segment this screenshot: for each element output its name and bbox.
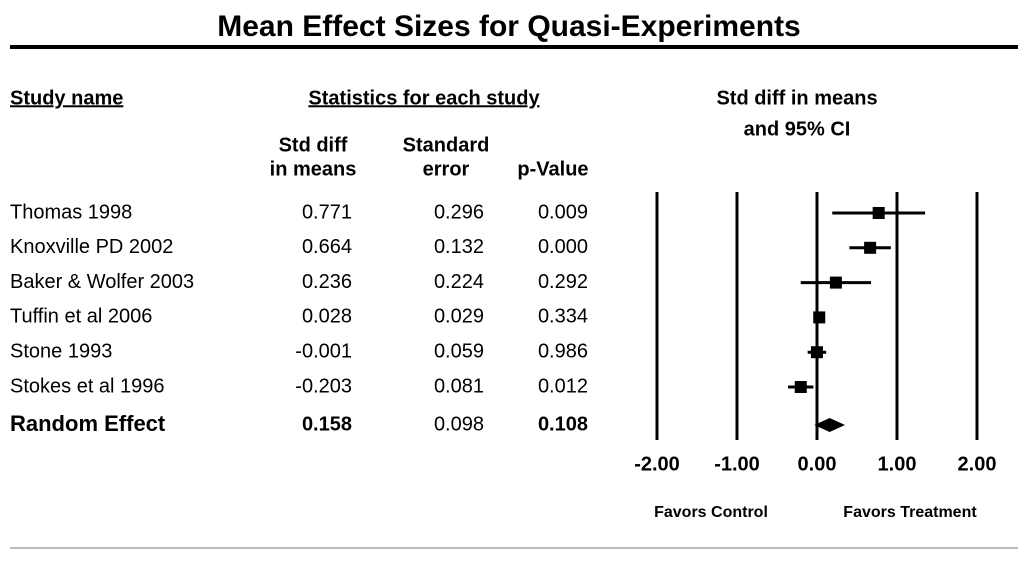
std-diff: -0.203 bbox=[295, 375, 352, 397]
std-diff: 0.236 bbox=[302, 271, 352, 293]
effect-marker bbox=[813, 311, 826, 324]
std-error: 0.029 bbox=[434, 306, 484, 328]
p-value: 0.009 bbox=[538, 201, 588, 223]
plot-header: and 95% CI bbox=[744, 118, 851, 140]
study-name: Stone 1993 bbox=[10, 340, 112, 362]
std-error: 0.132 bbox=[434, 236, 484, 258]
p-value: 0.986 bbox=[538, 340, 588, 362]
std-diff: 0.664 bbox=[302, 236, 352, 258]
name-header: Study name bbox=[10, 87, 123, 109]
effect-marker bbox=[829, 276, 842, 289]
study-name: Random Effect bbox=[10, 411, 166, 436]
effect-marker bbox=[794, 381, 807, 393]
std-error: 0.296 bbox=[434, 201, 484, 223]
x-tick-label: 1.00 bbox=[878, 453, 917, 475]
column-header: Std diff bbox=[279, 134, 348, 156]
x-tick-label: -2.00 bbox=[634, 453, 680, 475]
study-name: Thomas 1998 bbox=[10, 201, 132, 223]
std-diff: 0.028 bbox=[302, 306, 352, 328]
std-error: 0.224 bbox=[434, 271, 484, 293]
column-header: error bbox=[423, 158, 470, 180]
study-name: Tuffin et al 2006 bbox=[10, 306, 152, 328]
x-tick-label: -1.00 bbox=[714, 453, 760, 475]
study-name: Stokes et al 1996 bbox=[10, 375, 165, 397]
p-value: 0.012 bbox=[538, 375, 588, 397]
column-header: Standard bbox=[403, 134, 490, 156]
study-name: Knoxville PD 2002 bbox=[10, 236, 173, 258]
column-header: in means bbox=[270, 158, 357, 180]
study-name: Baker & Wolfer 2003 bbox=[10, 271, 194, 293]
p-value: 0.334 bbox=[538, 306, 588, 328]
effect-marker bbox=[872, 207, 885, 219]
x-annotation: Favors Control bbox=[654, 504, 768, 521]
plot-header: Std diff in means bbox=[716, 87, 877, 109]
effect-marker bbox=[810, 346, 823, 359]
effect-marker bbox=[864, 241, 877, 254]
p-value: 0.108 bbox=[538, 413, 588, 435]
x-tick-label: 0.00 bbox=[798, 453, 837, 475]
std-error: 0.098 bbox=[434, 413, 484, 435]
std-diff: -0.001 bbox=[295, 340, 352, 362]
stats-header: Statistics for each study bbox=[308, 87, 540, 109]
chart-title: Mean Effect Sizes for Quasi-Experiments bbox=[217, 10, 801, 43]
x-annotation: Favors Treatment bbox=[843, 504, 977, 521]
x-tick-label: 2.00 bbox=[958, 453, 997, 475]
p-value: 0.292 bbox=[538, 271, 588, 293]
title-rule bbox=[10, 45, 1018, 49]
std-diff: 0.158 bbox=[302, 413, 352, 435]
std-diff: 0.771 bbox=[302, 201, 352, 223]
std-error: 0.059 bbox=[434, 340, 484, 362]
p-value: 0.000 bbox=[538, 236, 588, 258]
column-header: p-Value bbox=[517, 158, 588, 180]
std-error: 0.081 bbox=[434, 375, 484, 397]
summary-diamond bbox=[814, 418, 846, 432]
